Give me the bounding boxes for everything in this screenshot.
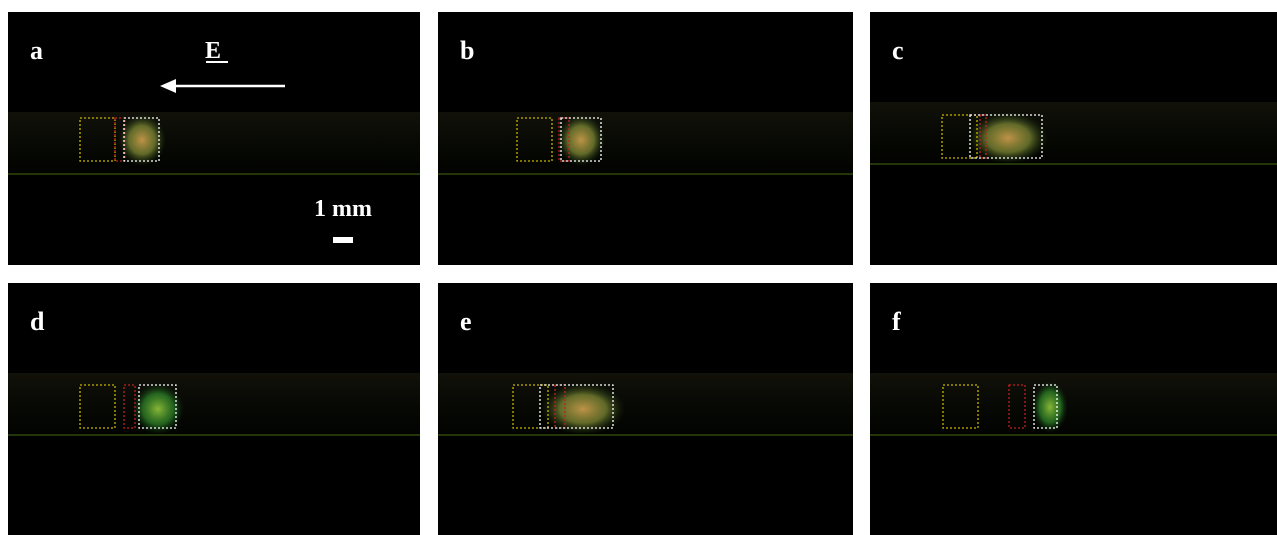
- capillary: [438, 112, 853, 172]
- figure: a b c d e f E 1 mm: [0, 0, 1277, 535]
- panel-label: e: [460, 307, 472, 336]
- panel-label: f: [892, 307, 901, 336]
- field-label: E: [205, 38, 221, 64]
- scale-bar-label: 1 mm: [314, 196, 372, 222]
- capillary: [438, 373, 853, 433]
- panel: b: [438, 12, 853, 265]
- capillary: [870, 373, 1277, 433]
- panel-grid: a b c d e f: [8, 12, 1277, 535]
- capillary: [870, 102, 1277, 162]
- panel-label: b: [460, 36, 474, 65]
- capillary: [8, 373, 420, 433]
- panel: d: [8, 283, 420, 535]
- panel-label: a: [30, 36, 43, 65]
- panel-label: c: [892, 36, 904, 65]
- panel: f: [870, 283, 1277, 535]
- panel: c: [870, 12, 1277, 265]
- fluorescence: [557, 114, 605, 166]
- capillary: [8, 112, 420, 172]
- scale-bar: [333, 237, 353, 243]
- fluorescence: [1032, 381, 1068, 433]
- panel: e: [438, 283, 853, 535]
- panel-label: d: [30, 307, 45, 336]
